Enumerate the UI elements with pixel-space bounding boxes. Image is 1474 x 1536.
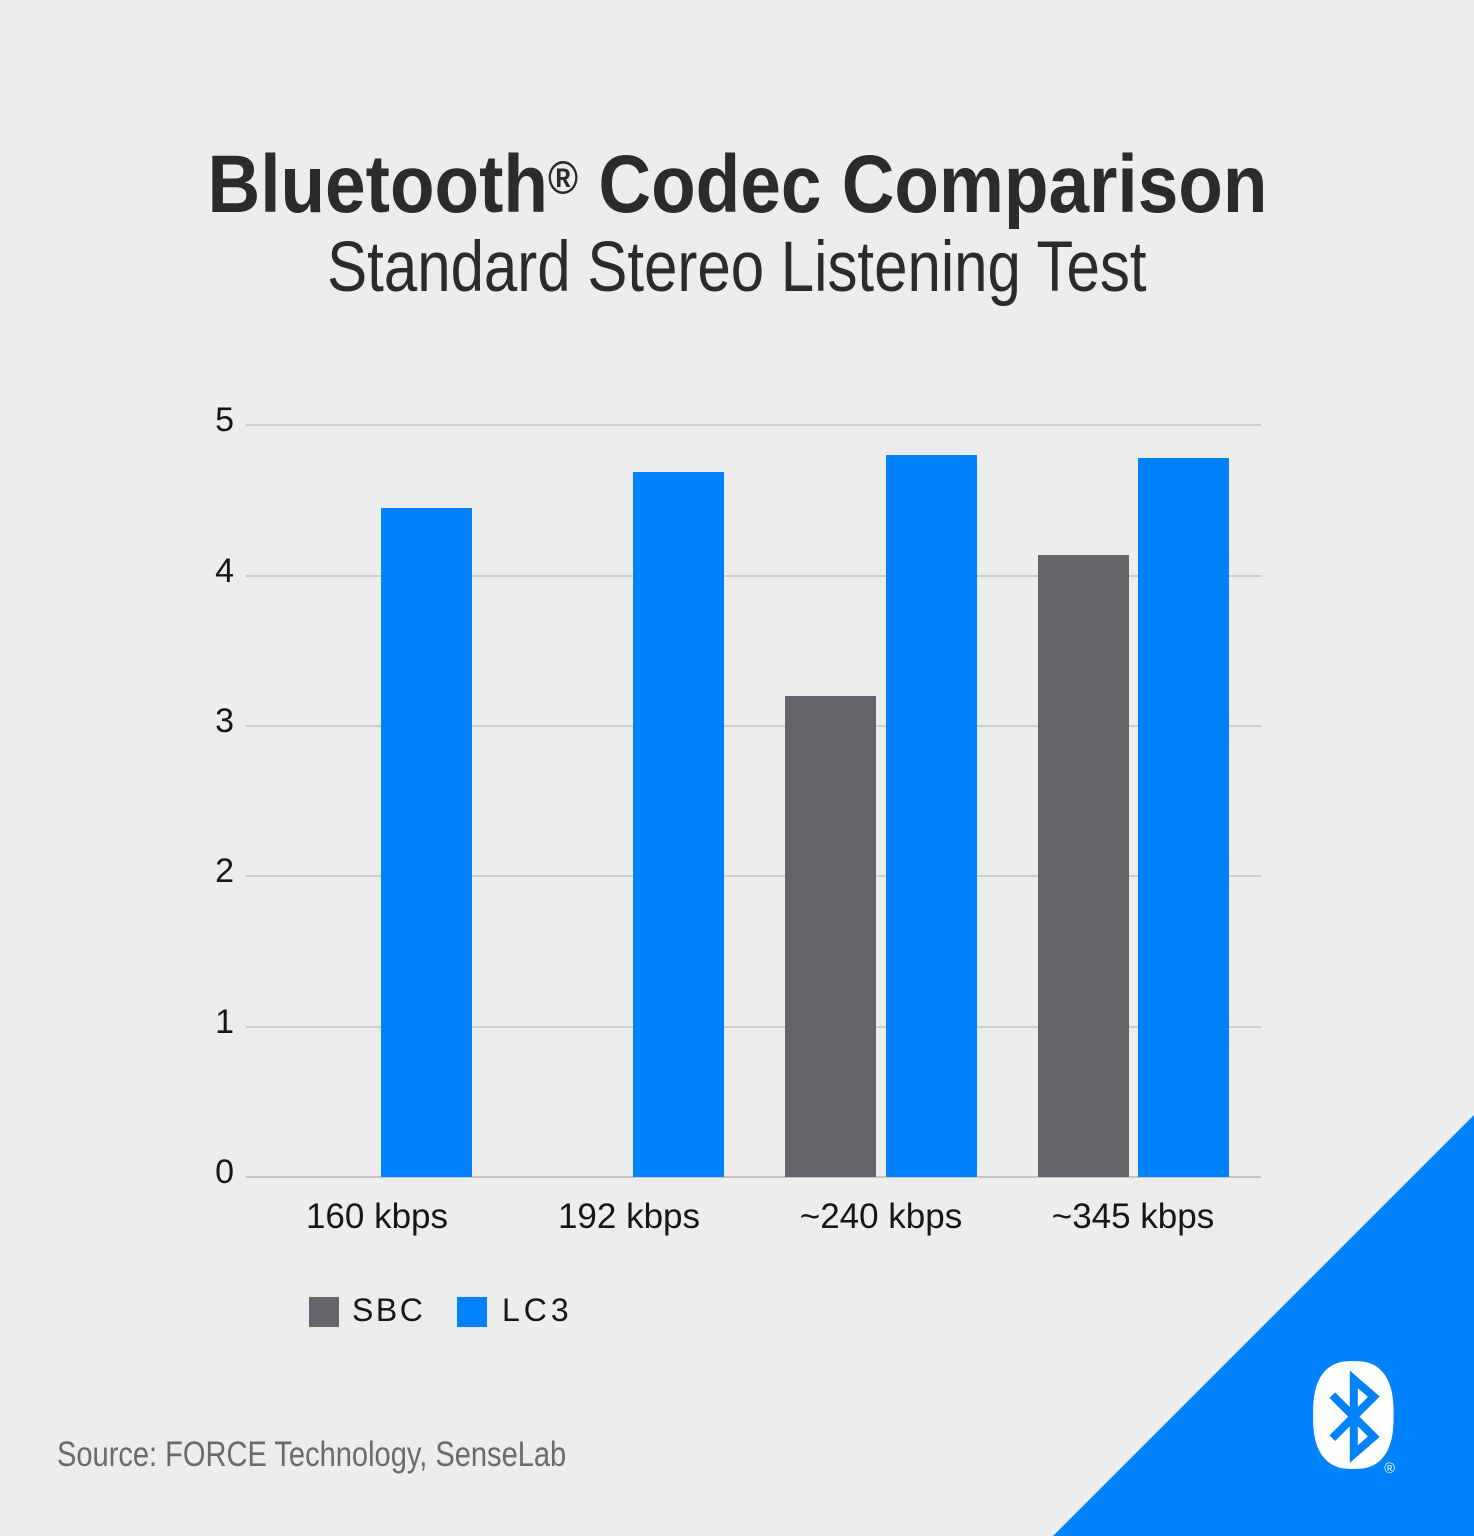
svg-text:®: ® [1384,1461,1395,1477]
